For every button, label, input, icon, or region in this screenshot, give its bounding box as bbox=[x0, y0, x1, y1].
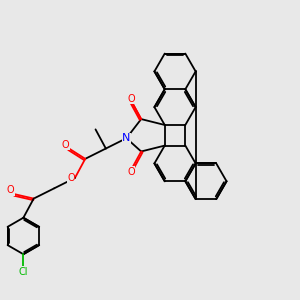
Text: O: O bbox=[127, 167, 135, 177]
Text: O: O bbox=[127, 94, 135, 104]
Text: N: N bbox=[122, 133, 130, 143]
Text: O: O bbox=[67, 173, 75, 183]
Text: O: O bbox=[62, 140, 69, 150]
Text: O: O bbox=[7, 185, 14, 195]
Text: Cl: Cl bbox=[19, 267, 28, 277]
